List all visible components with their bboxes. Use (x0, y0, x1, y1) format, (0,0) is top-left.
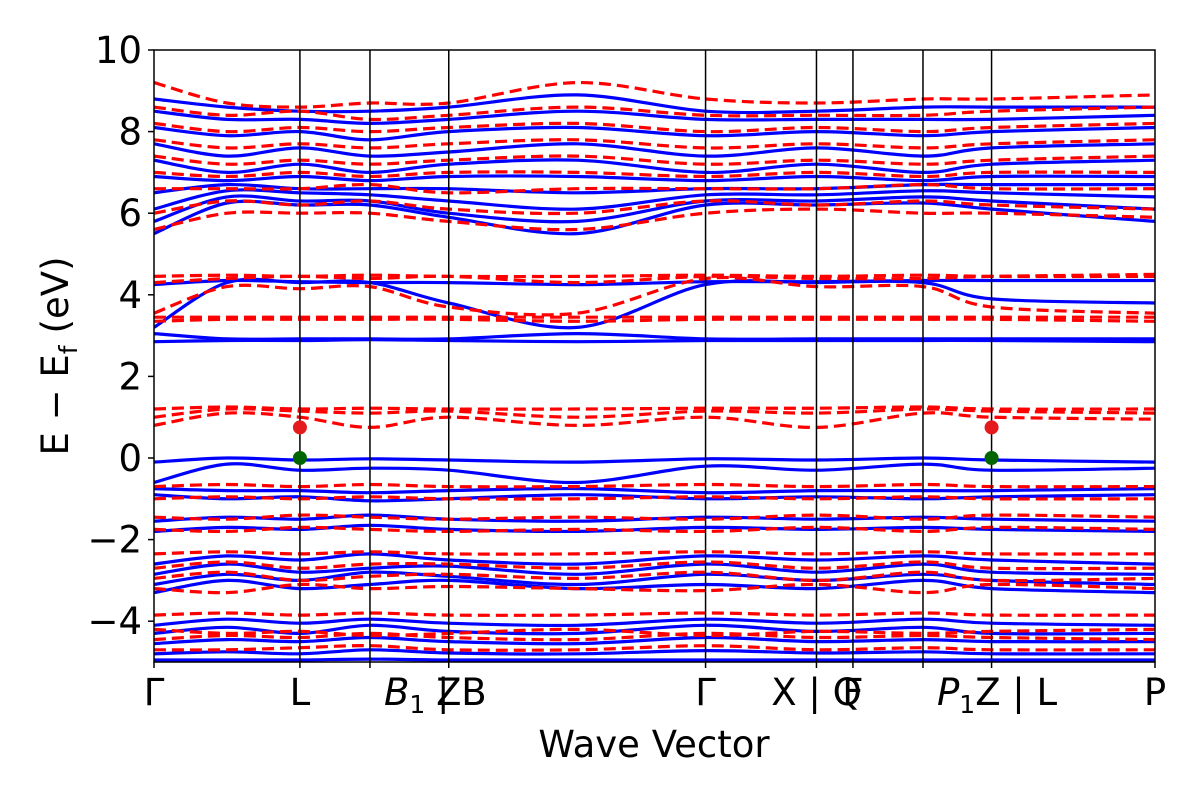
x-tick-label-0: Γ (144, 671, 165, 714)
spin-up-band-16 (154, 331, 1155, 341)
spin-down-band-6 (154, 560, 1155, 571)
spin-down-band-8 (154, 525, 1155, 534)
spin-down-band-23 (154, 170, 1155, 179)
y-tick-label-7: 10 (95, 29, 142, 72)
x-axis-title: Wave Vector (538, 723, 770, 766)
x-tick-label-6: F (842, 671, 863, 714)
x-tick-label-9: P (1144, 671, 1166, 714)
spin-down-band-12 (154, 411, 1155, 430)
x-tick-label-1: L (290, 671, 311, 714)
y-tick-label-6: 8 (118, 111, 142, 154)
spin-up-band-21 (154, 188, 1155, 211)
spin-up-band-4 (154, 617, 1155, 628)
spin-up-band-13 (154, 462, 1155, 485)
spin-up-band-0 (154, 657, 1155, 662)
spin-down-band-21 (154, 199, 1155, 216)
spin-up-band-24 (154, 158, 1155, 175)
spin-down-band-17 (154, 275, 1155, 317)
x-tick-label-5: X | Q (771, 671, 861, 714)
spin-down-band-27 (154, 105, 1155, 122)
x-tick-label-2: B1 | B (384, 671, 487, 719)
spin-down-band-0 (154, 644, 1155, 652)
spin-down-band-24 (154, 154, 1155, 166)
x-tick-label-4: Γ (695, 671, 716, 714)
bands-layer (154, 80, 1155, 662)
band-edge-marker-1 (292, 451, 307, 465)
y-tick-label-5: 6 (118, 192, 142, 235)
spin-up-band-27 (154, 109, 1155, 126)
band-edge-marker-3 (984, 451, 999, 465)
spin-up-band-22 (154, 182, 1155, 195)
markers-layer (292, 420, 999, 465)
y-tick-label-0: −4 (87, 600, 142, 643)
spin-down-band-25 (154, 138, 1155, 150)
spin-up-band-1 (154, 648, 1155, 656)
y-tick-label-3: 2 (118, 355, 142, 398)
spin-down-band-13 (154, 407, 1155, 419)
spin-down-band-7 (154, 550, 1155, 556)
spin-down-band-10 (154, 495, 1155, 501)
spin-down-band-28 (154, 80, 1155, 109)
spin-down-band-15 (154, 317, 1155, 323)
spin-up-band-8 (154, 552, 1155, 566)
spin-down-band-11 (154, 482, 1155, 489)
spin-down-band-22 (154, 182, 1155, 195)
x-tick-label-3: Z (436, 671, 461, 714)
spin-up-band-23 (154, 174, 1155, 183)
spin-down-band-3 (154, 611, 1155, 617)
band-edge-marker-0 (292, 420, 307, 435)
spin-down-band-4 (154, 582, 1155, 595)
spin-down-band-18 (154, 272, 1155, 285)
spin-down-band-9 (154, 513, 1155, 521)
y-ticks: −4 −2 0 2 4 6 8 10 (87, 29, 154, 643)
y-axis-title-unit: (eV) (34, 256, 77, 333)
spin-up-band-12 (154, 486, 1155, 495)
y-tick-label-4: 4 (118, 274, 142, 317)
y-axis-title-sub: f (54, 344, 83, 354)
spin-down-band-26 (154, 121, 1155, 134)
spin-up-band-20 (154, 194, 1155, 224)
plot-frame (153, 49, 1156, 663)
y-tick-label-2: 0 (118, 437, 142, 480)
spin-up-band-7 (154, 562, 1155, 576)
spin-down-band-1 (154, 631, 1155, 642)
spin-down-band-20 (154, 207, 1155, 232)
y-axis-title-main: E − E (34, 354, 77, 455)
spin-down-band-5 (154, 570, 1155, 583)
spin-up-band-28 (154, 93, 1155, 115)
x-tick-label-7: P1Z | L (937, 671, 1058, 719)
y-tick-label-1: −2 (87, 519, 142, 562)
spin-down-band-14 (154, 405, 1155, 411)
spin-up-band-26 (154, 125, 1155, 142)
spin-down-band-19 (154, 273, 1155, 279)
spin-up-band-2 (154, 635, 1155, 646)
kpoint-lines (299, 50, 993, 662)
band-edge-marker-2 (984, 420, 999, 435)
y-axis-title: E − Ef (eV) (34, 256, 83, 455)
spin-down-band-2 (154, 627, 1155, 638)
x-ticks: Γ L B1 | BZ Γ X | QF P1Z | L P (144, 662, 1166, 719)
spin-up-band-25 (154, 142, 1155, 158)
spin-up-band-18 (154, 278, 1155, 287)
